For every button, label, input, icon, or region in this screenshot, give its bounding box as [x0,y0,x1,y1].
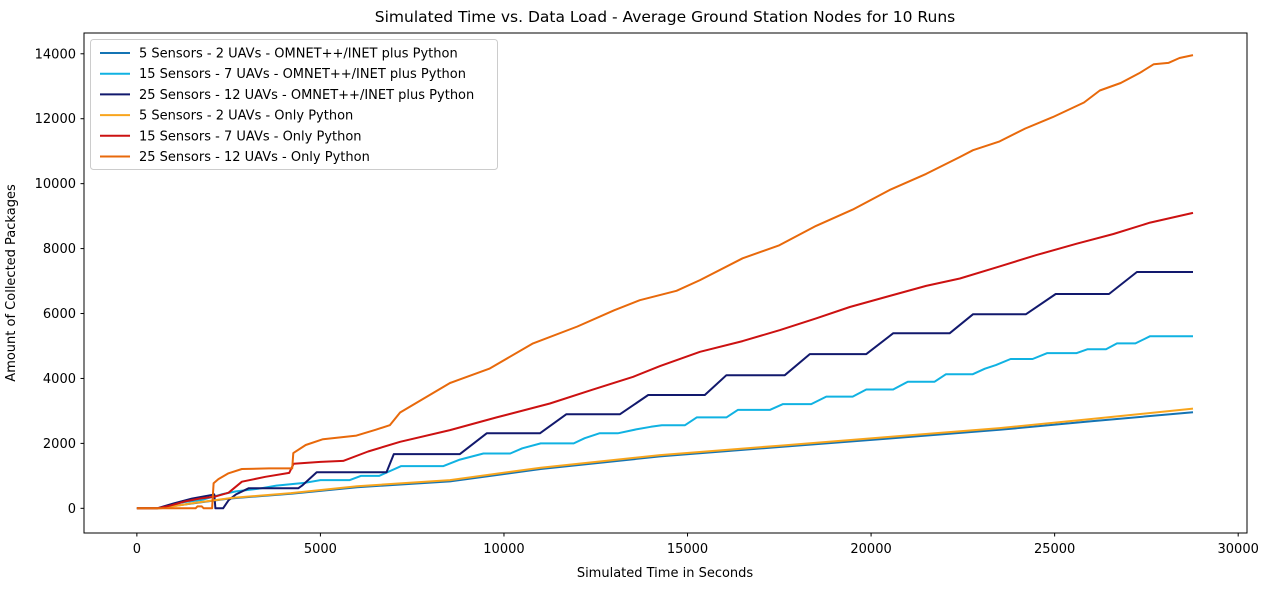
legend-label: 25 Sensors - 12 UAVs - Only Python [139,150,370,165]
y-tick-label: 4000 [43,372,76,387]
x-tick-label: 0 [133,542,141,557]
x-tick-label: 25000 [1034,542,1075,557]
x-tick-label: 15000 [667,542,708,557]
legend-label: 25 Sensors - 12 UAVs - OMNET++/INET plus… [139,88,474,103]
legend-label: 5 Sensors - 2 UAVs - Only Python [139,109,353,124]
series-line-2 [136,271,1193,510]
series-line-3 [136,407,1194,510]
y-tick-label: 2000 [43,437,76,452]
legend-frame [90,39,498,170]
x-axis-label: Simulated Time in Seconds [577,566,754,581]
y-tick-label: 12000 [35,112,76,127]
x-tick-label: 10000 [483,542,524,557]
y-tick-label: 10000 [35,177,76,192]
x-tick-label: 20000 [850,542,891,557]
chart-title: Simulated Time vs. Data Load - Average G… [375,8,955,26]
legend-label: 5 Sensors - 2 UAVs - OMNET++/INET plus P… [139,47,458,62]
series-line-0 [136,411,1194,510]
series-lines [136,54,1194,510]
y-tick-label: 6000 [43,307,76,322]
legend-label: 15 Sensors - 7 UAVs - Only Python [139,129,362,144]
y-tick-label: 14000 [35,47,76,62]
axis-ticks: 0 5000 10000 15000 20000 25000 30000 0 2000 4000 6… [35,47,1259,557]
series-line-4 [136,211,1194,510]
y-axis-label: Amount of Collected Packages [4,184,19,382]
legend-label: 15 Sensors - 7 UAVs - OMNET++/INET plus … [139,67,466,82]
series-line-5 [136,54,1194,510]
series-line-1 [136,335,1193,510]
legend: 5 Sensors - 2 UAVs - OMNET++/INET plus P… [90,39,498,170]
x-tick-label: 30000 [1218,542,1259,557]
y-tick-label: 0 [68,502,76,517]
y-tick-label: 8000 [43,242,76,257]
x-tick-label: 5000 [304,542,337,557]
plot-area [83,32,1248,534]
